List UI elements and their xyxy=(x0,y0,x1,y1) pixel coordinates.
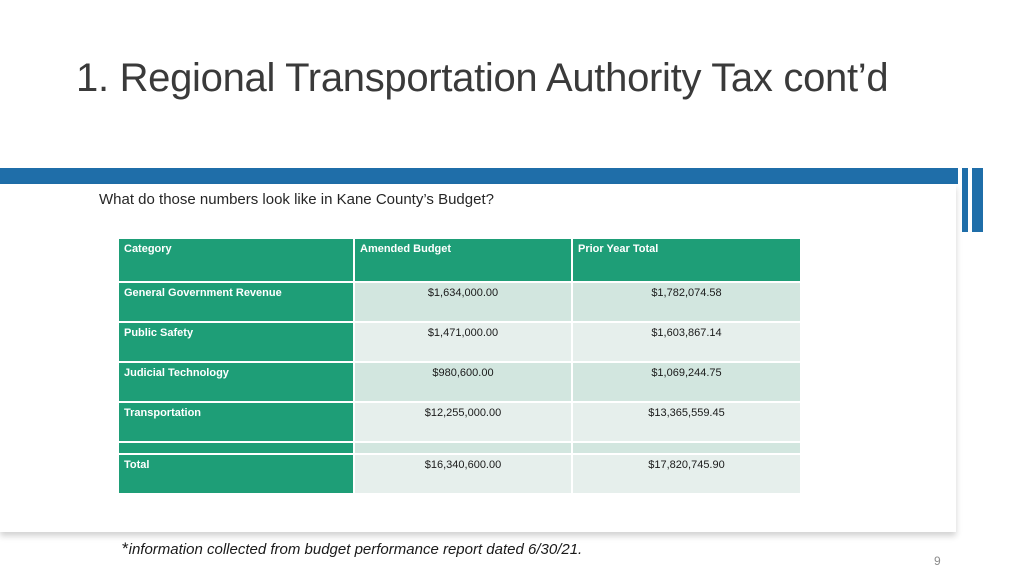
table-row: General Government Revenue $1,634,000.00… xyxy=(117,281,802,323)
row-amended-budget: $1,634,000.00 xyxy=(353,281,573,323)
row-amended-budget: $16,340,600.00 xyxy=(353,453,573,495)
row-amended-budget: $1,471,000.00 xyxy=(353,321,573,363)
row-category: Total xyxy=(117,453,355,495)
row-category: General Government Revenue xyxy=(117,281,355,323)
row-prior-year-total: $13,365,559.45 xyxy=(571,401,802,443)
accent-bar-left xyxy=(962,168,968,232)
table-row: Public Safety $1,471,000.00 $1,603,867.1… xyxy=(117,321,802,363)
footnote-marker: * xyxy=(122,539,129,558)
table-header-row: Category Amended Budget Prior Year Total xyxy=(117,237,802,283)
slide-title: 1. Regional Transportation Authority Tax… xyxy=(76,56,889,100)
footnote: *information collected from budget perfo… xyxy=(122,539,582,559)
accent-bar-right xyxy=(972,168,983,232)
header-category: Category xyxy=(117,237,355,283)
footnote-text: information collected from budget perfor… xyxy=(128,541,583,558)
table-row-empty xyxy=(117,441,802,455)
row-amended-budget xyxy=(353,441,573,455)
row-amended-budget: $980,600.00 xyxy=(353,361,573,403)
header-amended-budget: Amended Budget xyxy=(353,237,573,283)
row-prior-year-total xyxy=(571,441,802,455)
question-text: What do those numbers look like in Kane … xyxy=(99,191,494,208)
table-row: Transportation $12,255,000.00 $13,365,55… xyxy=(117,401,802,443)
budget-table: Category Amended Budget Prior Year Total… xyxy=(117,237,802,495)
row-category: Public Safety xyxy=(117,321,355,363)
header-prior-year-total: Prior Year Total xyxy=(571,237,802,283)
row-prior-year-total: $1,069,244.75 xyxy=(571,361,802,403)
table-row-total: Total $16,340,600.00 $17,820,745.90 xyxy=(117,453,802,495)
row-category: Judicial Technology xyxy=(117,361,355,403)
page-number: 9 xyxy=(934,554,941,568)
table-row: Judicial Technology $980,600.00 $1,069,2… xyxy=(117,361,802,403)
row-prior-year-total: $17,820,745.90 xyxy=(571,453,802,495)
row-category xyxy=(117,441,355,455)
row-amended-budget: $12,255,000.00 xyxy=(353,401,573,443)
row-prior-year-total: $1,782,074.58 xyxy=(571,281,802,323)
row-category: Transportation xyxy=(117,401,355,443)
row-prior-year-total: $1,603,867.14 xyxy=(571,321,802,363)
accent-band xyxy=(0,168,958,184)
